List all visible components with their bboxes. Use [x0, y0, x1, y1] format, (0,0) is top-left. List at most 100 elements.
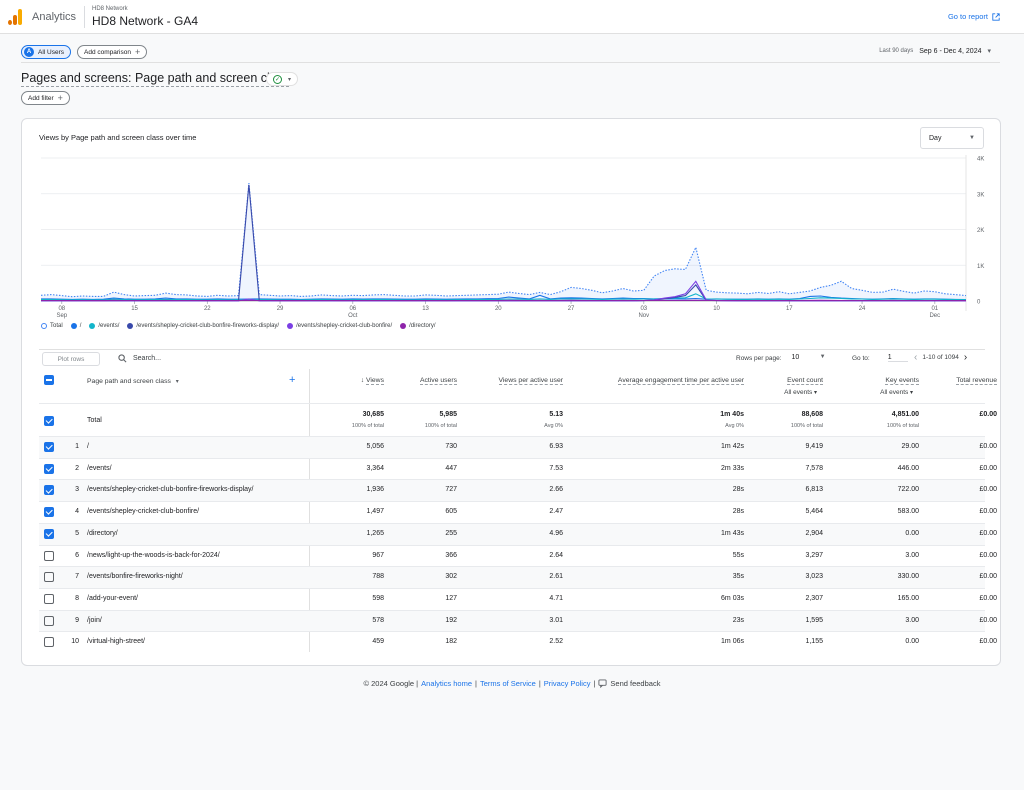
column-header-4[interactable]: Event count [753, 377, 823, 385]
row-checkbox[interactable] [44, 550, 54, 561]
send-feedback-link[interactable]: Send feedback [610, 679, 661, 688]
add-filter-button[interactable]: Add filter + [21, 91, 70, 105]
x-tick-label: 17 [786, 306, 793, 312]
table-row[interactable]: 6/news/light-up-the-woods-is-back-for-20… [39, 544, 997, 567]
table-search[interactable]: Search... [118, 354, 161, 363]
table-row[interactable]: 9/join/578 192 3.01 23s 1,595 3.00 £0.00 [39, 609, 997, 632]
page-path[interactable]: /events/shepley-cricket-club-bonfire/ [87, 508, 200, 516]
terms-link[interactable]: Terms of Service [479, 679, 536, 688]
column-header-3[interactable]: Average engagement time per active user [574, 377, 744, 385]
date-range-value: Sep 6 - Dec 4, 2024 [919, 47, 982, 55]
legend-label: Total [50, 323, 63, 329]
add-comparison-button[interactable]: Add comparison + [77, 45, 148, 59]
footer-separator: | [538, 679, 541, 688]
row-checkbox[interactable] [44, 528, 54, 539]
property-selector[interactable]: HD8 Network - GA4 [92, 14, 199, 28]
row-checkbox[interactable] [44, 507, 54, 518]
column-header-1[interactable]: Active users [387, 377, 457, 385]
page-path[interactable]: /events/bonfire-fireworks-night/ [87, 573, 183, 581]
metric-value: 967 [372, 551, 384, 559]
metric-value: 127 [445, 594, 457, 602]
add-dimension-icon[interactable]: + [289, 374, 296, 386]
x-tick-label: 22 [204, 306, 211, 312]
privacy-link[interactable]: Privacy Policy [543, 679, 591, 688]
metric-value: 5,056 [366, 443, 384, 450]
legend-item[interactable]: / [70, 323, 81, 329]
series-line-3[interactable] [41, 184, 966, 302]
plus-icon: + [57, 93, 63, 103]
rows-per-page-select[interactable]: 10 ▼ [792, 354, 826, 362]
legend-swatch-icon [70, 323, 77, 329]
page-path[interactable]: /join/ [87, 616, 102, 624]
legend-item[interactable]: /events/ [89, 323, 119, 329]
row-checkbox[interactable] [44, 572, 54, 583]
page-path[interactable]: /virtual-high-street/ [87, 638, 145, 646]
row-checkbox[interactable] [44, 615, 54, 626]
legend-item[interactable]: /directory/ [400, 323, 435, 329]
page-path[interactable]: /events/ [87, 464, 112, 472]
analytics-logo-icon[interactable] [8, 9, 22, 25]
table-row[interactable]: 8/add-your-event/598 127 4.71 6m 03s 2,307 16… [39, 587, 997, 610]
report-title[interactable]: Pages and screens: Page path and screen … [21, 71, 290, 87]
analytics-home-link[interactable]: Analytics home [421, 679, 472, 688]
row-checkbox[interactable] [44, 485, 54, 496]
granularity-select[interactable]: Day ▼ [920, 127, 984, 149]
all-users-comparison-chip[interactable]: A All Users [21, 45, 72, 59]
table-row[interactable]: 1 / 5,056 730 6.93 1m 42s 9,419 29.00 £0.00 [39, 436, 997, 458]
metric-value: 459 [372, 638, 384, 646]
top-bar: Analytics HD8 Network HD8 Network - GA4 … [0, 0, 1024, 34]
next-page-icon[interactable]: › [963, 352, 968, 363]
table-row[interactable]: 7/events/bonfire-fireworks-night/788 302 2… [39, 566, 997, 589]
metric-value: 182 [445, 638, 457, 646]
account-name[interactable]: HD8 Network [92, 6, 128, 12]
legend-item[interactable]: Total [41, 323, 63, 329]
table-row[interactable]: 5/directory/1,265 255 4.96 1m 43s 2,904 0.00 £… [39, 522, 997, 545]
x-tick-month: Nov [638, 313, 649, 319]
table-row[interactable]: 10/virtual-high-street/459 182 2.52 1m 06s 1… [39, 631, 997, 653]
page-path[interactable]: /directory/ [87, 529, 118, 537]
goto-page-input[interactable]: 1 [887, 354, 908, 362]
app-name[interactable]: Analytics [32, 11, 77, 23]
metric-value: £0.00 [979, 529, 997, 537]
series-line-total[interactable] [40, 182, 967, 298]
dimension-header[interactable]: Page path and screen class ▾ [87, 378, 179, 385]
row-checkbox[interactable] [44, 593, 54, 604]
row-checkbox[interactable] [44, 463, 54, 474]
go-to-report-link[interactable]: Go to report [948, 12, 1000, 21]
metric-value: 302 [445, 573, 457, 581]
plot-rows-button[interactable]: Plot rows [42, 352, 100, 366]
row-checkbox[interactable] [44, 637, 54, 648]
column-header-5[interactable]: Key events [839, 377, 919, 385]
report-title-tools[interactable]: ✓ ▾ [266, 72, 298, 86]
row-number: 4 [75, 508, 79, 516]
metric-value: 0.00 [905, 638, 919, 646]
table-row[interactable]: 2/events/3,364 447 7.53 2m 33s 7,578 446.00 £0… [39, 457, 997, 480]
row-number: 6 [75, 551, 79, 559]
page-path[interactable]: / [87, 443, 89, 450]
column-header-6[interactable]: Total revenue [927, 377, 997, 385]
legend-item[interactable]: /events/shepley-cricket-club-bonfire-fir… [127, 323, 279, 329]
date-range-picker[interactable]: Last 90 days Sep 6 - Dec 4, 2024 ▾ [879, 47, 991, 56]
previous-page-icon[interactable]: ‹ [914, 352, 918, 363]
event-filter-select[interactable]: All events ▾ [753, 389, 817, 396]
column-header-2[interactable]: Views per active user [463, 377, 563, 385]
event-filter-select[interactable]: All events ▾ [839, 389, 913, 396]
row-checkbox[interactable] [44, 442, 54, 452]
dropdown-arrow-icon: ▼ [969, 135, 975, 141]
chevron-down-icon: ▾ [287, 76, 291, 83]
totals-checkbox[interactable] [44, 416, 54, 426]
search-input[interactable]: Search... [133, 355, 162, 362]
metric-value: 2.47 [549, 508, 563, 516]
row-divider [39, 457, 985, 459]
page-path[interactable]: /add-your-event/ [87, 594, 138, 602]
metric-value: 0.00 [905, 529, 919, 537]
table-row[interactable]: 3/events/shepley-cricket-club-bonfire-fi… [39, 479, 997, 502]
series-line-2[interactable] [41, 293, 967, 301]
select-all-checkbox[interactable] [44, 375, 54, 385]
legend-item[interactable]: /events/shepley-cricket-club-bonfire/ [287, 323, 392, 329]
table-row[interactable]: 4/events/shepley-cricket-club-bonfire/1,… [39, 501, 997, 523]
page-path[interactable]: /news/light-up-the-woods-is-back-for-202… [87, 551, 220, 559]
page-path[interactable]: /events/shepley-cricket-club-bonfire-fir… [87, 486, 254, 494]
column-header-0[interactable]: ↓ Views [304, 377, 384, 385]
